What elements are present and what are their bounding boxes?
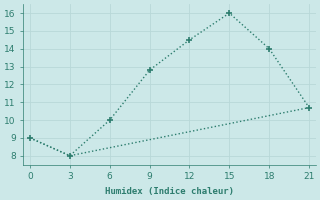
X-axis label: Humidex (Indice chaleur): Humidex (Indice chaleur) (105, 187, 234, 196)
